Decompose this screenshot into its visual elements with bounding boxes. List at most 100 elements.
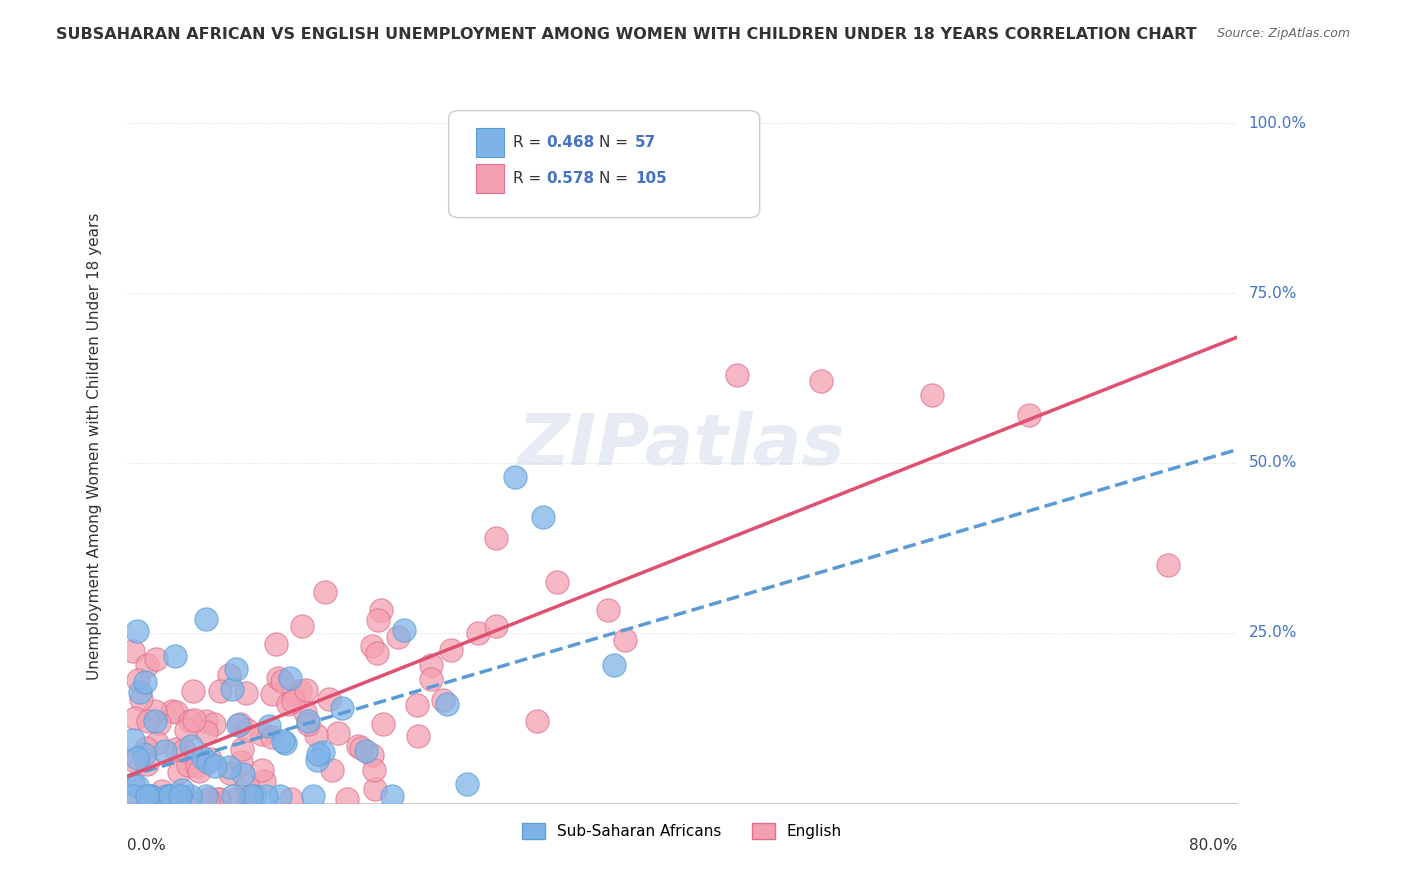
English — [169, 792, 191, 806]
English — [167, 791, 190, 805]
English — [336, 792, 359, 806]
English — [1157, 558, 1180, 572]
English — [231, 756, 253, 770]
English — [252, 727, 274, 741]
English — [240, 792, 263, 806]
Sub-Saharan Africans — [180, 739, 202, 753]
Sub-Saharan Africans — [271, 734, 294, 748]
Sub-Saharan Africans — [225, 662, 247, 676]
English — [297, 717, 319, 731]
Text: 0.578: 0.578 — [547, 171, 595, 186]
English — [235, 778, 257, 792]
English — [294, 705, 316, 719]
Sub-Saharan Africans — [311, 745, 333, 759]
English — [194, 714, 217, 729]
Sub-Saharan Africans — [122, 732, 145, 747]
Sub-Saharan Africans — [204, 759, 226, 773]
English — [197, 792, 219, 806]
English — [366, 647, 388, 661]
English — [218, 765, 240, 780]
Y-axis label: Unemployment Among Women with Children Under 18 years: Unemployment Among Women with Children U… — [87, 212, 103, 680]
English — [179, 714, 201, 729]
English — [370, 602, 392, 616]
Sub-Saharan Africans — [195, 612, 218, 626]
Sub-Saharan Africans — [240, 789, 263, 803]
English — [406, 698, 429, 712]
Sub-Saharan Africans — [436, 698, 458, 712]
English — [406, 729, 429, 743]
Sub-Saharan Africans — [132, 747, 155, 761]
Text: 75.0%: 75.0% — [1249, 285, 1296, 301]
English — [231, 741, 253, 756]
Bar — [477, 164, 505, 193]
English — [207, 792, 229, 806]
English — [387, 630, 409, 644]
English — [225, 792, 247, 806]
Text: 50.0%: 50.0% — [1249, 456, 1296, 470]
English — [122, 792, 145, 806]
Text: Source: ZipAtlas.com: Source: ZipAtlas.com — [1216, 27, 1350, 40]
English — [727, 368, 749, 382]
Sub-Saharan Africans — [127, 751, 149, 765]
English — [148, 716, 170, 731]
English — [598, 602, 620, 616]
English — [260, 730, 283, 744]
Sub-Saharan Africans — [274, 736, 297, 750]
English — [281, 694, 304, 708]
Sub-Saharan Africans — [155, 789, 177, 803]
English — [291, 619, 314, 633]
Sub-Saharan Africans — [170, 783, 193, 797]
English — [252, 763, 274, 777]
English — [318, 692, 340, 706]
English — [260, 687, 283, 701]
Sub-Saharan Africans — [222, 789, 245, 803]
English — [326, 725, 349, 739]
Sub-Saharan Africans — [157, 789, 180, 803]
English — [165, 705, 187, 719]
English — [347, 739, 370, 753]
English — [526, 714, 548, 728]
English — [228, 716, 250, 731]
Sub-Saharan Africans — [354, 744, 377, 758]
Text: N =: N = — [599, 136, 633, 150]
FancyBboxPatch shape — [449, 111, 759, 218]
English — [314, 585, 336, 599]
Sub-Saharan Africans — [603, 657, 626, 672]
English — [485, 618, 508, 632]
Sub-Saharan Africans — [179, 789, 201, 803]
English — [173, 743, 195, 757]
Text: R =: R = — [513, 136, 546, 150]
Sub-Saharan Africans — [531, 510, 554, 524]
English — [367, 614, 389, 628]
Sub-Saharan Africans — [167, 789, 190, 803]
English — [361, 747, 384, 762]
English — [280, 792, 302, 806]
English — [160, 704, 183, 718]
Sub-Saharan Africans — [280, 671, 302, 685]
Sub-Saharan Africans — [129, 685, 152, 699]
English — [202, 717, 225, 731]
English — [152, 784, 174, 798]
Sub-Saharan Africans — [301, 789, 323, 803]
English — [373, 717, 395, 731]
Sub-Saharan Africans — [232, 767, 254, 781]
Text: R =: R = — [513, 171, 546, 186]
English — [181, 684, 204, 698]
English — [200, 792, 222, 806]
English — [613, 633, 636, 648]
English — [167, 764, 190, 779]
English — [321, 763, 343, 777]
English — [143, 704, 166, 718]
Sub-Saharan Africans — [297, 714, 319, 728]
Text: N =: N = — [599, 171, 633, 186]
Sub-Saharan Africans — [221, 682, 243, 697]
Text: ZIPatlas: ZIPatlas — [519, 411, 845, 481]
Sub-Saharan Africans — [392, 623, 415, 637]
Sub-Saharan Africans — [269, 789, 291, 803]
English — [467, 626, 489, 640]
English — [281, 687, 304, 701]
English — [186, 759, 208, 773]
English — [440, 642, 463, 657]
English — [264, 637, 287, 651]
Sub-Saharan Africans — [197, 755, 219, 769]
